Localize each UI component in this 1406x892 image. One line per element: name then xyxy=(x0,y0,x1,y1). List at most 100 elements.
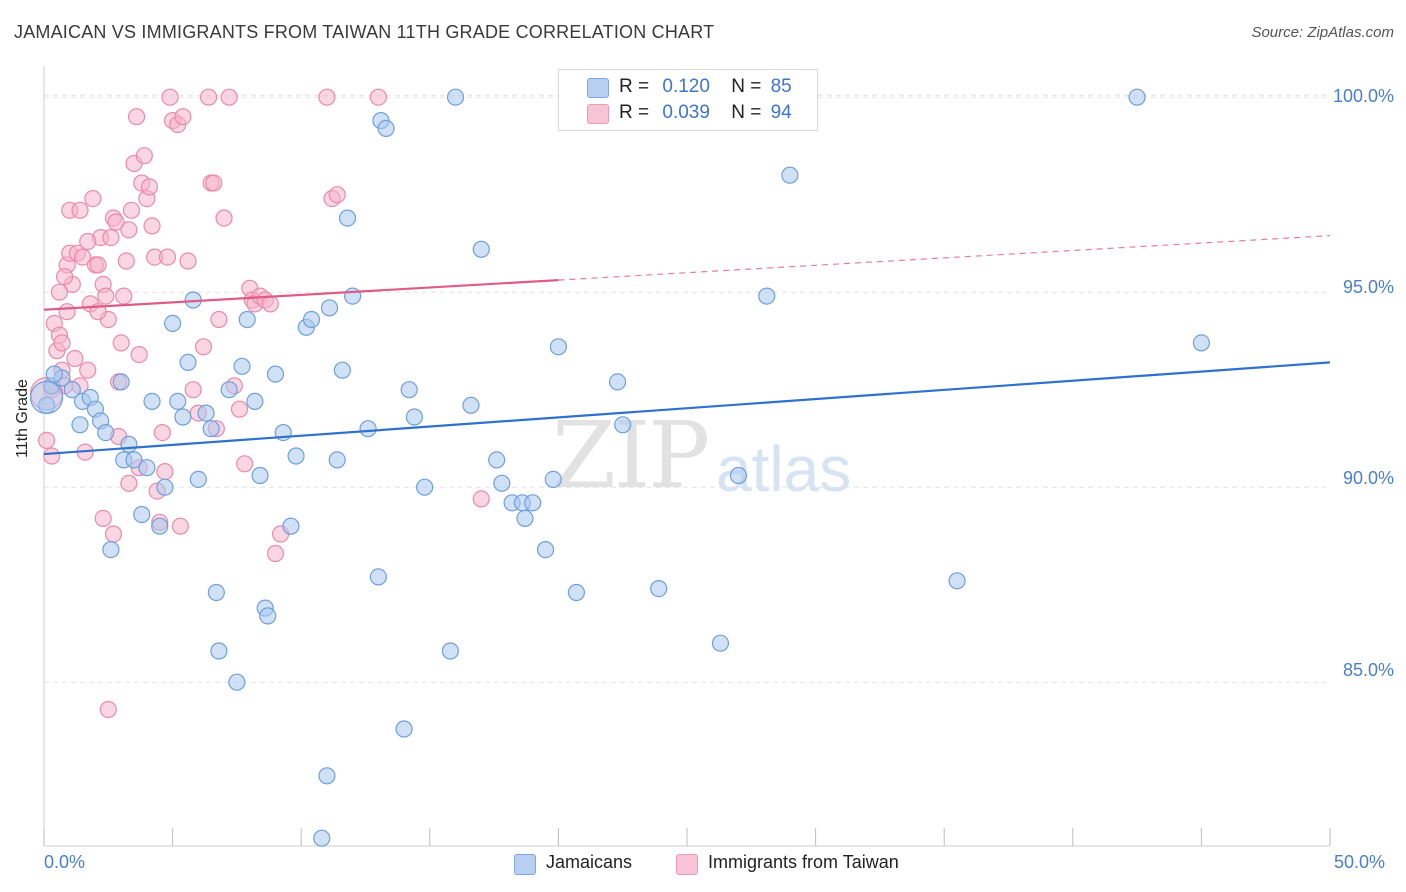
pink-swatch xyxy=(587,104,609,124)
taiwan-point xyxy=(53,334,71,352)
jamaican-point xyxy=(516,509,534,528)
jamaican-point xyxy=(302,310,321,329)
jamaican-point xyxy=(462,396,480,414)
jamaican-point xyxy=(71,416,89,434)
jamaican-point xyxy=(125,451,143,469)
jamaican-point xyxy=(781,166,799,184)
taiwan-point xyxy=(184,381,202,399)
jamaican-point xyxy=(758,287,776,305)
y-axis-label: 11th Grade xyxy=(14,379,31,458)
taiwan-point xyxy=(104,525,123,543)
jamaican-point xyxy=(446,88,465,106)
taiwan-point xyxy=(120,221,138,239)
taiwan-point xyxy=(200,88,218,106)
taiwan-point xyxy=(66,349,84,368)
jamaican-point xyxy=(238,310,256,329)
taiwan-point xyxy=(318,88,336,106)
taiwan-point xyxy=(135,147,153,165)
taiwan-point xyxy=(205,174,223,192)
jamaican-point xyxy=(369,568,387,586)
jamaican-point xyxy=(151,517,169,535)
jamaican-point xyxy=(338,209,357,227)
taiwan-point xyxy=(215,209,233,227)
jamaican-point xyxy=(395,720,413,738)
jamaican-point xyxy=(549,338,568,356)
taiwan-point xyxy=(127,108,146,126)
jamaican-point xyxy=(138,459,156,477)
n-label: N = xyxy=(731,102,762,123)
blue-swatch xyxy=(587,78,609,98)
jamaican-point xyxy=(614,416,632,434)
jamaican-point xyxy=(251,466,269,485)
jamaican-point xyxy=(377,119,395,137)
jamaican-point xyxy=(228,673,246,691)
jamaican-point xyxy=(650,579,668,598)
jamaican-point xyxy=(711,634,730,652)
jamaican-point xyxy=(179,353,197,371)
taiwan-point xyxy=(102,229,120,247)
jamaican-point xyxy=(169,392,187,410)
legend-label: Immigrants from Taiwan xyxy=(708,852,899,872)
jamaican-point xyxy=(544,470,562,488)
chart-title: JAMAICAN VS IMMIGRANTS FROM TAIWAN 11TH … xyxy=(14,22,715,42)
jamaican-point xyxy=(320,299,339,317)
x-tick-label: 0.0% xyxy=(44,852,86,872)
blue-swatch xyxy=(514,854,536,875)
jamaican-point xyxy=(416,478,434,496)
jamaican-point-large xyxy=(29,380,64,415)
taiwan-point xyxy=(115,287,133,305)
taiwan-point xyxy=(117,252,135,270)
jamaican-point xyxy=(405,408,423,426)
taiwan-point xyxy=(73,248,92,266)
taiwan-point xyxy=(472,490,490,508)
jamaican-point xyxy=(259,607,277,625)
taiwan-point xyxy=(89,256,107,274)
n-label: N = xyxy=(731,76,762,97)
taiwan-point xyxy=(156,463,174,481)
jamaican-point xyxy=(133,505,151,524)
watermark-zip: ZIP xyxy=(552,402,710,509)
jamaican-point xyxy=(97,424,115,442)
taiwan-point xyxy=(174,108,192,126)
jamaican-point xyxy=(333,361,351,379)
jamaican-point xyxy=(282,517,300,535)
r-label: R = xyxy=(619,102,650,123)
jamaican-point xyxy=(359,420,377,438)
jamaican-point xyxy=(1128,88,1146,106)
legend-stats-jamaicans: R = 0.120 N = 85 xyxy=(619,76,792,98)
jamaican-point xyxy=(948,572,966,590)
jamaican-point xyxy=(174,408,192,426)
jamaican-point xyxy=(63,381,81,399)
jamaican-point xyxy=(246,392,264,410)
jamaican-point xyxy=(102,540,120,559)
jamaican-point xyxy=(156,478,174,496)
jamaican-point xyxy=(318,767,336,785)
jamaican-point xyxy=(233,357,251,375)
jamaican-point xyxy=(1192,334,1211,352)
source-label: Source: ZipAtlas.com xyxy=(1251,24,1394,41)
taiwan-point xyxy=(97,287,115,305)
y-tick-label: 100.0% xyxy=(1332,86,1394,106)
taiwan-point xyxy=(84,190,102,208)
taiwan-trend-extension xyxy=(558,235,1331,281)
correlation-legend: R = 0.120 N = 85 R = 0.039 N = 94 xyxy=(558,69,818,131)
taiwan-point xyxy=(43,447,61,465)
taiwan-point xyxy=(236,455,254,473)
taiwan-point xyxy=(140,178,159,196)
jamaican-point xyxy=(164,314,182,332)
jamaican-point xyxy=(729,466,748,485)
trend-lines xyxy=(43,235,1331,456)
jamaican-point xyxy=(266,365,285,383)
taiwan-point xyxy=(369,88,387,106)
jamaican-point xyxy=(328,451,346,469)
taiwan-point xyxy=(79,361,97,379)
taiwan-point xyxy=(120,474,138,492)
jamaican-point xyxy=(524,494,542,512)
taiwan-point xyxy=(230,400,249,418)
taiwan-point xyxy=(94,509,112,528)
taiwan-point xyxy=(153,424,171,442)
jamaican-point xyxy=(220,381,238,399)
taiwan-point xyxy=(143,217,161,235)
taiwan-point xyxy=(58,303,76,321)
r-value: 0.120 xyxy=(662,76,710,97)
